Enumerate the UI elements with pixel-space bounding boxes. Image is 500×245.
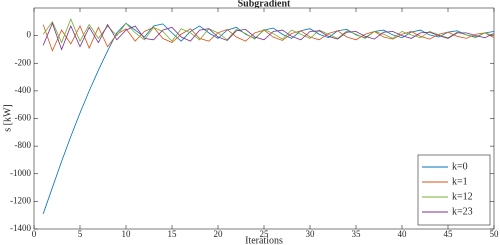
x-tick-label: 50 — [490, 229, 500, 239]
series-line — [42, 22, 495, 214]
legend-label: k=12 — [452, 191, 473, 202]
y-tick-label: -200 — [15, 57, 32, 67]
series-line — [42, 22, 495, 51]
y-tick-label: -800 — [15, 140, 32, 150]
y-tick-label: -1400 — [10, 223, 31, 233]
x-tick-label: 30 — [306, 229, 316, 239]
x-tick-label: 40 — [398, 229, 408, 239]
x-tick-label: 5 — [78, 229, 83, 239]
x-tick-label: 0 — [32, 229, 37, 239]
x-axis-label: Iterations — [245, 235, 283, 245]
x-tick-label: 25 — [260, 229, 270, 239]
legend-label: k=0 — [452, 161, 468, 172]
y-tick-label: -1000 — [10, 168, 31, 178]
x-tick-label: 35 — [352, 229, 362, 239]
legend-label: k=1 — [452, 176, 468, 187]
chart-title: Subgradient — [238, 0, 291, 9]
y-tick-label: -400 — [15, 85, 32, 95]
y-tick-label: -600 — [15, 113, 32, 123]
legend-label: k=23 — [452, 206, 473, 217]
x-tick-label: 10 — [122, 229, 132, 239]
y-tick-label: -1200 — [10, 195, 31, 205]
x-tick-label: 20 — [214, 229, 224, 239]
y-tick-label: 0 — [27, 30, 32, 40]
x-tick-label: 15 — [168, 229, 178, 239]
x-tick-label: 45 — [444, 229, 454, 239]
y-axis-label: s [kW] — [2, 104, 13, 132]
series-line — [42, 17, 495, 44]
